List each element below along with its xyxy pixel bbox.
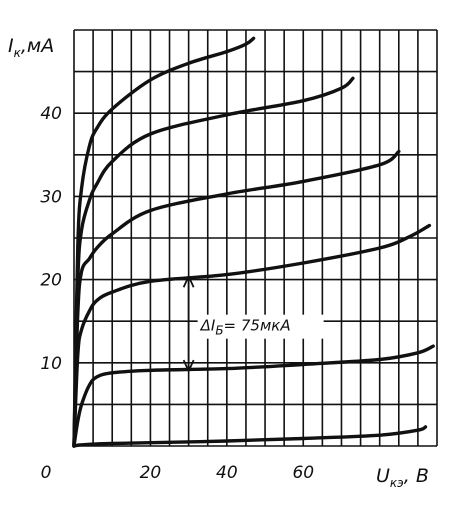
y-axis-title-main: I xyxy=(8,35,14,57)
x-tick-label: 60 xyxy=(292,463,314,483)
y-tick-label: 20 xyxy=(40,271,62,291)
x-axis-title-unit: , В xyxy=(404,465,429,487)
grid xyxy=(73,29,438,447)
curves xyxy=(72,36,435,448)
delta-ib-label-sub: Б xyxy=(215,324,223,338)
series-curve-2 xyxy=(72,344,435,448)
y-tick-label: 40 xyxy=(40,104,62,124)
x-axis-title-main: U xyxy=(376,465,390,487)
y-axis-title-sub: к xyxy=(14,46,22,60)
series-curve-3 xyxy=(72,223,432,448)
y-tick-label: 30 xyxy=(40,187,62,207)
x-tick-label: 0 xyxy=(41,463,52,483)
annotation-group: ΔIБ= 75мкА xyxy=(182,274,324,374)
delta-ib-label-background xyxy=(197,314,324,339)
y-axis-title-unit: ,мА xyxy=(21,35,54,57)
delta-ib-label-main: ΔI xyxy=(200,317,216,335)
x-axis-title: Uкэ, В xyxy=(376,465,429,490)
delta-ib-arrowhead-top xyxy=(182,274,195,288)
y-axis-title: Iк,мА xyxy=(8,35,54,60)
y-tick-label: 10 xyxy=(40,354,62,374)
x-tick-label: 20 xyxy=(140,463,162,483)
tick-labels: 0 20 40 60 10 20 30 40 xyxy=(40,104,314,483)
series-curve-1 xyxy=(72,425,428,448)
delta-ib-label-rest: = 75мкА xyxy=(224,317,291,335)
series-curve-6 xyxy=(72,36,256,448)
x-tick-label: 40 xyxy=(216,463,238,483)
delta-ib-label: ΔIБ= 75мкА xyxy=(200,317,291,338)
x-axis-title-sub: кэ xyxy=(390,476,404,490)
delta-ib-arrowhead-bottom xyxy=(182,359,195,374)
